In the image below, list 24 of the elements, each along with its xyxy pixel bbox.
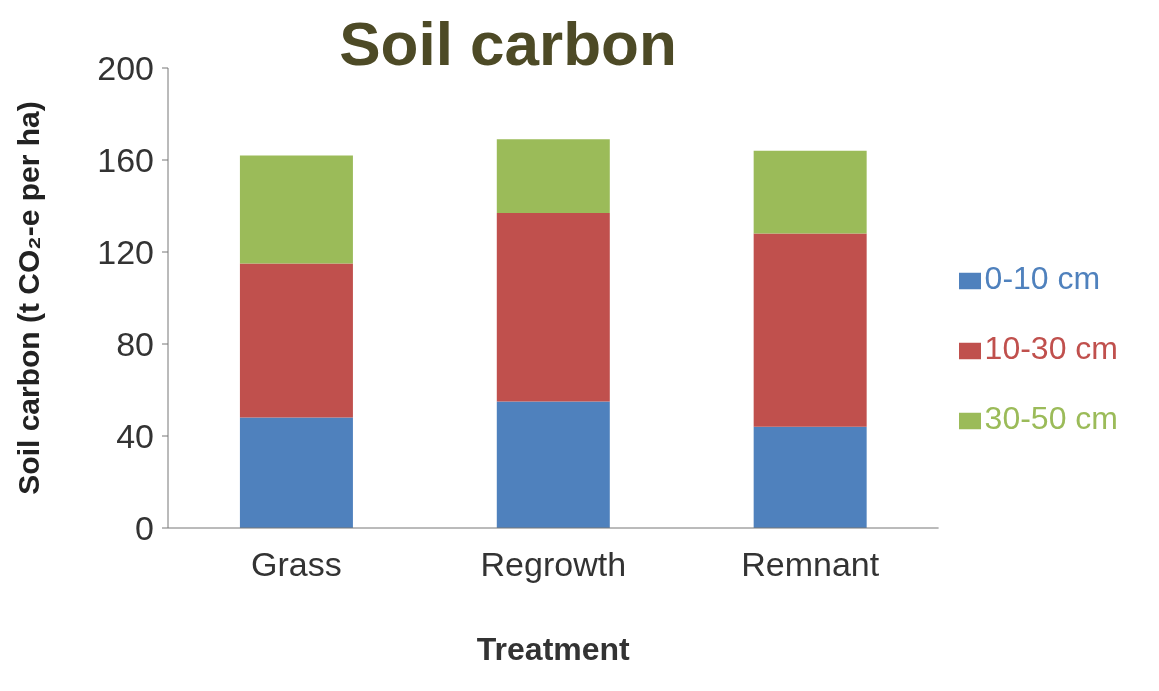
bar (753, 233, 867, 427)
x-tick-label: Grass (251, 545, 342, 584)
y-tick-label: 40 (116, 417, 154, 456)
bar (496, 212, 610, 402)
y-tick-label: 200 (97, 49, 154, 88)
bar (496, 401, 610, 528)
bar (753, 426, 867, 528)
y-tick-label: 160 (97, 141, 154, 180)
y-axis-title: Soil carbon (t CO₂-e per ha) (11, 101, 45, 495)
bar (239, 155, 353, 264)
legend-label: 30-50 cm (984, 400, 1118, 436)
legend-label: 10-30 cm (984, 330, 1118, 366)
x-axis-title: Treatment (476, 631, 631, 667)
y-tick-label: 120 (97, 233, 154, 272)
y-tick-label: 80 (116, 325, 154, 364)
x-tick-label: Remnant (741, 545, 880, 584)
bar (496, 139, 610, 213)
bar (753, 150, 867, 234)
chart-title: Soil carbon (339, 9, 677, 78)
y-tick-label: 0 (135, 509, 154, 548)
bar (239, 417, 353, 528)
legend-label: 0-10 cm (984, 260, 1101, 296)
x-tick-label: Regrowth (480, 545, 627, 584)
bar (239, 263, 353, 418)
